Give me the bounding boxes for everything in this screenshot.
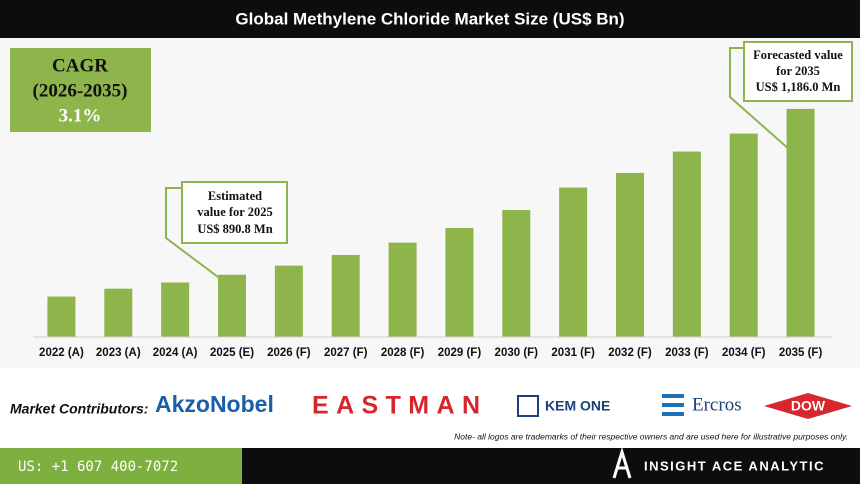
cagr-period: (2026-2035) bbox=[33, 80, 128, 101]
annotation-text: US$ 890.8 Mn bbox=[197, 222, 272, 236]
logo: AkzoNobel bbox=[155, 391, 274, 417]
bar bbox=[559, 187, 588, 337]
title-bar bbox=[0, 0, 860, 38]
bar bbox=[502, 210, 531, 337]
contributors-bg bbox=[0, 368, 860, 448]
logo: Ercros bbox=[692, 394, 742, 415]
logo-icon bbox=[662, 394, 684, 416]
bar bbox=[616, 172, 644, 337]
annotation-2035: Forecasted value for 2035 US$ 1,186.0 Mn bbox=[729, 41, 853, 151]
x-tick-label: 2025 (E) bbox=[210, 347, 254, 359]
bar bbox=[161, 282, 190, 337]
annotation-arrow bbox=[729, 47, 791, 151]
logo: KEM ONE bbox=[545, 398, 610, 414]
logo: EASTMAN bbox=[312, 392, 480, 420]
note: Note- all logos are trademarks of their … bbox=[454, 431, 848, 441]
x-tick-label: 2033 (F) bbox=[665, 347, 709, 359]
annotation-text: US$ 1,186.0 Mn bbox=[756, 80, 841, 94]
bar bbox=[729, 133, 758, 337]
x-tick-label: 2023 (A) bbox=[96, 347, 141, 359]
x-tick-label: 2024 (A) bbox=[153, 347, 198, 359]
footer-phone: US: +1 607 400-7072 bbox=[18, 459, 178, 475]
bar bbox=[445, 227, 474, 337]
bar bbox=[47, 296, 76, 337]
logo: DOW bbox=[791, 398, 826, 414]
cagr-box bbox=[10, 48, 151, 132]
bar bbox=[786, 108, 815, 337]
cagr-value: 3.1% bbox=[59, 105, 102, 126]
x-tick-label: 2029 (F) bbox=[438, 347, 482, 359]
annotation-box bbox=[743, 41, 853, 102]
bar bbox=[274, 265, 303, 337]
annotation-box bbox=[181, 181, 288, 244]
cagr-label: CAGR bbox=[52, 55, 108, 76]
annotation-text: value for 2025 bbox=[197, 205, 272, 219]
bar bbox=[331, 254, 360, 337]
chart-title: Global Methylene Chloride Market Size (U… bbox=[235, 9, 624, 28]
x-tick-label: 2028 (F) bbox=[381, 347, 425, 359]
brand-icon bbox=[612, 446, 632, 479]
annotation-2025: Estimated value for 2025 US$ 890.8 Mn bbox=[165, 181, 288, 281]
logo-icon bbox=[517, 395, 539, 417]
footer-brand: INSIGHT ACE ANALYTIC bbox=[644, 458, 825, 473]
x-tick-label: 2022 (A) bbox=[39, 347, 84, 359]
x-tick-label: 2035 (F) bbox=[779, 347, 823, 359]
x-tick-label: 2030 (F) bbox=[495, 347, 539, 359]
annotation-text: Forecasted value bbox=[753, 48, 843, 62]
contributors-label: Market Contributors: bbox=[10, 401, 148, 417]
logo-icon bbox=[764, 393, 852, 419]
annotation-text: for 2035 bbox=[776, 64, 820, 78]
footer-phone-bg bbox=[0, 448, 242, 484]
bar bbox=[104, 288, 133, 337]
x-tick-label: 2027 (F) bbox=[324, 347, 368, 359]
x-tick-label: 2031 (F) bbox=[551, 347, 595, 359]
bar bbox=[218, 274, 246, 337]
annotation-arrow bbox=[165, 187, 223, 281]
bar bbox=[672, 151, 701, 337]
annotation-text: Estimated bbox=[208, 189, 262, 203]
x-tick-label: 2026 (F) bbox=[267, 347, 311, 359]
x-tick-label: 2032 (F) bbox=[608, 347, 652, 359]
bar bbox=[388, 242, 417, 337]
x-tick-label: 2034 (F) bbox=[722, 347, 766, 359]
